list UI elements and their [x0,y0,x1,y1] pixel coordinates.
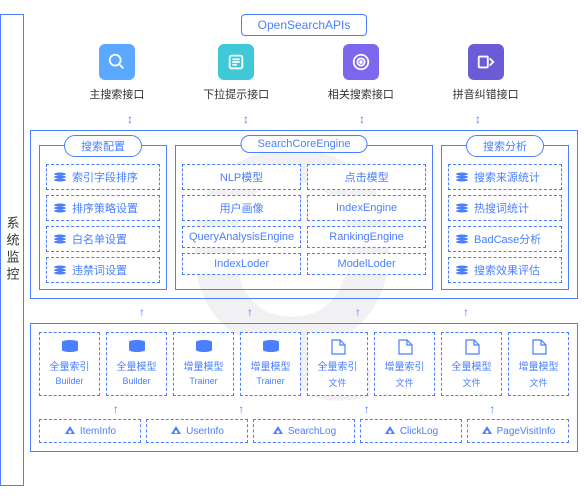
list-item: 搜索效果评估 [448,257,562,283]
grid-item: 点击模型 [307,164,426,190]
radar-icon [343,44,379,80]
arrow-down: ↑ [139,305,145,321]
api-header: OpenSearchAPIs [241,14,368,36]
stack-icon [53,264,67,276]
arrow-up: ↑ [430,402,556,416]
list-item: BadCase分析 [448,226,562,252]
builder-item: 全量模型Builder [106,332,167,396]
grid-item: QueryAnalysisEngine [182,226,301,248]
grid-item: IndexEngine [307,195,426,221]
file-icon [395,339,415,355]
list-item: 搜索来源统计 [448,164,562,190]
arrow-up: ↑ [179,402,305,416]
col-label: 搜索分析 [466,135,544,157]
api-icon-item: 主搜索接口 [89,44,144,102]
triangle-icon [170,425,182,437]
arrow-down: ↕ [127,112,133,128]
source-item: PageVisitInfo [467,419,569,443]
arrow-down: ↕ [475,112,481,128]
builder-item: 全量模型文件 [441,332,502,396]
list-item: 白名单设置 [46,226,160,252]
api-icon-item: 下拉提示接口 [203,44,269,102]
list-item: 违禁词设置 [46,257,160,283]
main-diagram: OpenSearchAPIs 主搜索接口 下拉提示接口 相关搜索接口 拼音纠错接口 ↕… [30,14,578,452]
builder-item: 全量索引文件 [307,332,368,396]
triangle-icon [384,425,396,437]
builder-item: 增量模型Trainer [240,332,301,396]
builder-item: 增量模型Trainer [173,332,234,396]
arrow-up: ↑ [53,402,179,416]
stack-icon [455,264,469,276]
builder-row: 全量索引Builder全量模型Builder增量模型Trainer增量模型Tra… [39,332,569,396]
list-item: 热搜词统计 [448,195,562,221]
tier1-col: 搜索分析搜索来源统计热搜词统计BadCase分析搜索效果评估 [441,145,569,290]
source-row: ItemInfoUserInfoSearchLogClickLogPageVis… [39,419,569,443]
db-icon [127,339,147,355]
arrow-down: ↕ [359,112,365,128]
api-icon-label: 拼音纠错接口 [453,86,519,102]
stack-icon [53,233,67,245]
tier-search: 搜索配置索引字段排序排序策略设置白名单设置违禁词设置 SearchCoreEngi… [30,130,578,299]
arrow-up: ↑ [304,402,430,416]
sidebar-label: 系统监控 [3,216,22,284]
arrow-down: ↑ [463,305,469,321]
db-icon [60,339,80,355]
tier1-col: 搜索配置索引字段排序排序策略设置白名单设置违禁词设置 [39,145,167,290]
list-item: 索引字段排序 [46,164,160,190]
api-icon-item: 拼音纠错接口 [453,44,519,102]
grid-item: IndexLoder [182,253,301,275]
triangle-icon [272,425,284,437]
grid-item: NLP模型 [182,164,301,190]
file-icon [328,339,348,355]
grid-items: NLP模型点击模型用户画像IndexEngine QueryAnalysisEng… [182,164,426,275]
arrow-down: ↕ [243,112,249,128]
grid-item: 用户画像 [182,195,301,221]
tier1-col: SearchCoreEngineNLP模型点击模型用户画像IndexEngine… [175,145,433,290]
arrows-mid: ↑ ↑ ↑ ↑ [30,305,578,321]
stack-icon [455,233,469,245]
arrows-builders: ↑↑↑↑ [39,402,569,416]
arrow-down: ↑ [355,305,361,321]
source-item: UserInfo [146,419,248,443]
list-icon [218,44,254,80]
triangle-icon [64,425,76,437]
search-icon [99,44,135,80]
stack-icon [53,202,67,214]
tier1-columns: 搜索配置索引字段排序排序策略设置白名单设置违禁词设置SearchCoreEngi… [39,145,569,290]
builder-item: 增量索引文件 [374,332,435,396]
api-icon-item: 相关搜索接口 [328,44,394,102]
builder-item: 全量索引Builder [39,332,100,396]
source-item: SearchLog [253,419,355,443]
tier-bottom: 全量索引Builder全量模型Builder增量模型Trainer增量模型Tra… [30,323,578,452]
stack-icon [53,171,67,183]
sidebar-monitor: 系统监控 [0,14,24,486]
stack-icon [455,202,469,214]
spell-icon [468,44,504,80]
arrow-down: ↑ [247,305,253,321]
file-icon [529,339,549,355]
source-item: ItemInfo [39,419,141,443]
file-icon [462,339,482,355]
api-icon-label: 主搜索接口 [89,86,144,102]
col-label: 搜索配置 [64,135,142,157]
api-icon-label: 相关搜索接口 [328,86,394,102]
db-icon [261,339,281,355]
list-item: 排序策略设置 [46,195,160,221]
arrows-api-down: ↕ ↕ ↕ ↕ [30,112,578,128]
source-item: ClickLog [360,419,462,443]
grid-item: RankingEngine [307,226,426,248]
triangle-icon [481,425,493,437]
db-icon [194,339,214,355]
api-icon-row: 主搜索接口 下拉提示接口 相关搜索接口 拼音纠错接口 [30,44,578,102]
stack-icon [455,171,469,183]
builder-item: 增量模型文件 [508,332,569,396]
col-label: SearchCoreEngine [241,135,368,153]
api-icon-label: 下拉提示接口 [203,86,269,102]
grid-item: ModelLoder [307,253,426,275]
